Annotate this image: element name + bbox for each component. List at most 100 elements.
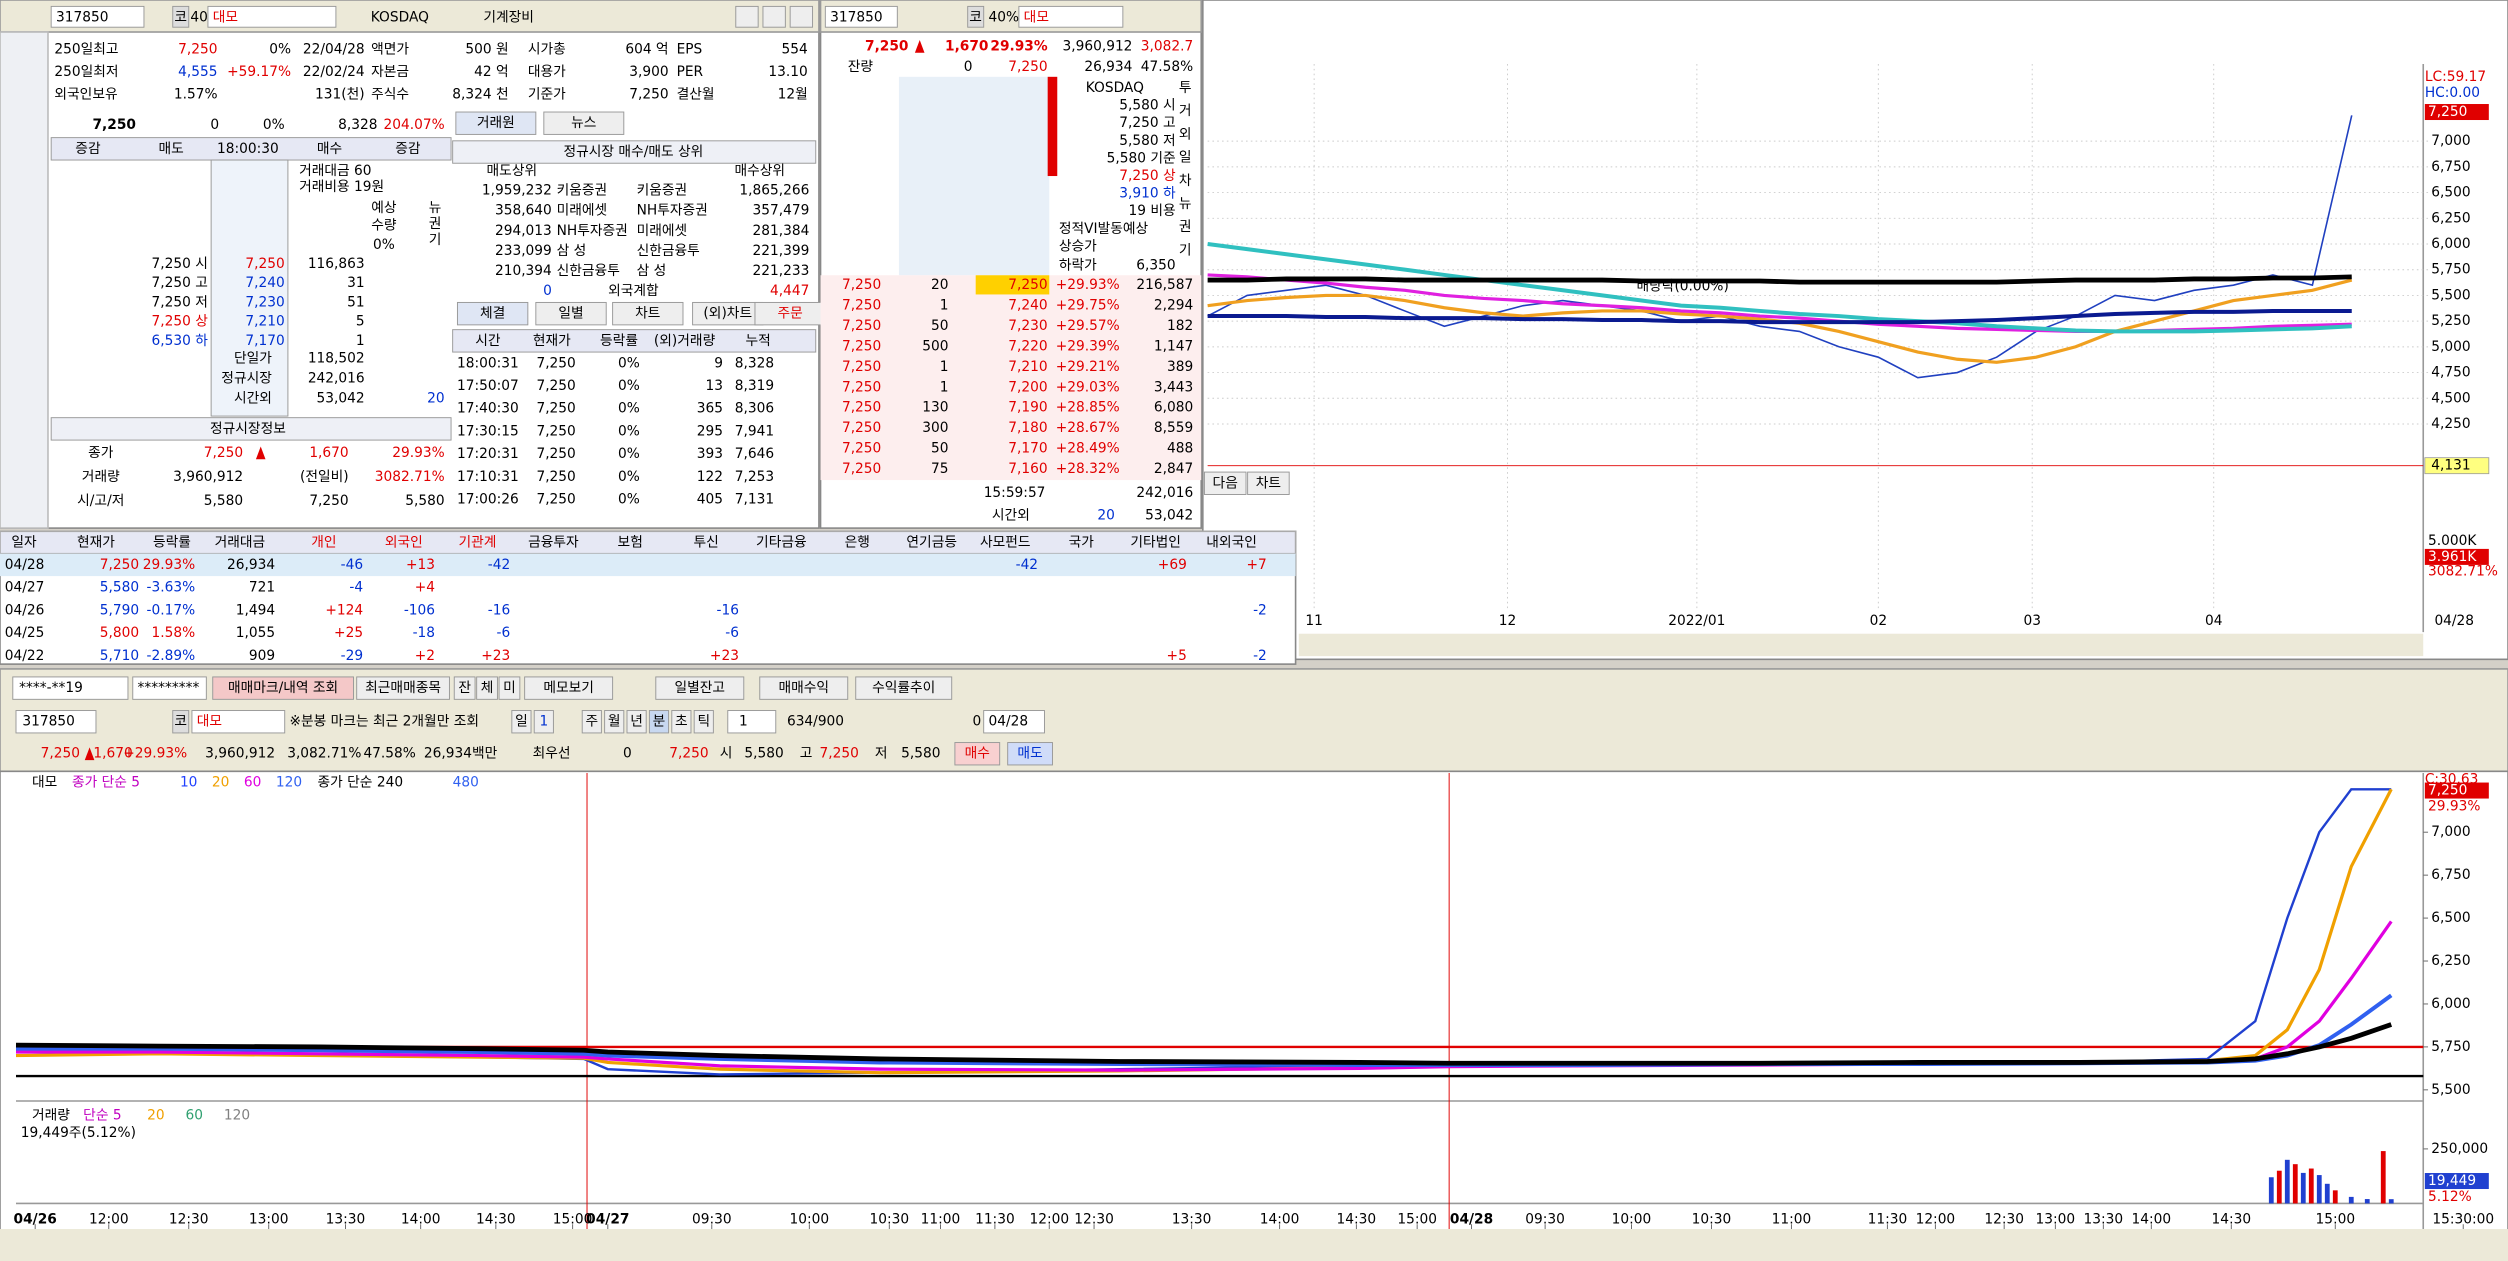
text: 7,646 (735, 446, 774, 462)
text: 04/22 (5, 648, 45, 664)
text: 기 (1179, 242, 1192, 258)
text: 7,230 (1008, 318, 1047, 334)
toolbar-button[interactable] (212, 676, 354, 700)
text: 488 (1167, 441, 1193, 457)
x-tick-label: 09:30 (692, 1211, 732, 1227)
text: 7,250 고 (152, 275, 208, 291)
market-flag (172, 710, 190, 734)
settings-button[interactable] (789, 5, 814, 28)
text: 7,250 (1008, 59, 1047, 75)
period-button[interactable] (533, 710, 554, 734)
date-input[interactable] (983, 710, 1045, 734)
period-button[interactable] (604, 710, 625, 734)
text: 시/고/저 (77, 493, 124, 509)
y-tick-label: 5,750 (2431, 262, 2470, 278)
tab[interactable] (455, 111, 537, 135)
button[interactable] (1203, 471, 1247, 495)
account-select[interactable] (12, 676, 129, 700)
text: 31 (347, 275, 364, 291)
button[interactable] (1247, 471, 1290, 495)
order-button[interactable] (954, 742, 1001, 766)
legend-entry: 20 (212, 775, 229, 791)
text: +69 (1158, 557, 1187, 573)
text: 7,250 (842, 338, 881, 354)
text: 정규시장정보 (210, 421, 286, 437)
text: 22/04/28 (303, 42, 365, 58)
text: 393 (697, 446, 723, 462)
text: -42 (488, 557, 510, 573)
y-tick-label: 6,000 (2431, 236, 2470, 252)
text: 사모펀드 (980, 534, 1031, 550)
tab[interactable] (543, 111, 625, 135)
toolbar-button[interactable] (356, 676, 450, 700)
text: 250일최고 (54, 42, 118, 58)
toolbar-button[interactable] (453, 676, 476, 700)
text: 75 (931, 461, 948, 477)
text: 3,960,912 (173, 469, 243, 485)
period-button[interactable] (626, 710, 647, 734)
tab[interactable] (456, 301, 529, 326)
code-input[interactable] (50, 5, 145, 28)
y-tick-label: 5,000 (2431, 339, 2470, 355)
text: 단일가 (234, 350, 272, 366)
text: 131(천) (315, 86, 365, 102)
help-button[interactable] (735, 5, 759, 28)
text: 5,580 기준 (1107, 150, 1176, 166)
text: KOSDAQ (371, 10, 429, 26)
text: +29.21% (1056, 359, 1120, 375)
password-input[interactable] (132, 676, 207, 700)
period-button[interactable] (671, 710, 692, 734)
up-arrow (84, 747, 95, 761)
toolbar-button[interactable] (476, 676, 498, 700)
text: 250일최저 (54, 64, 118, 80)
text: 5,580 저 (1119, 133, 1175, 149)
y-tick-label: 7,000 (2431, 133, 2470, 149)
tab[interactable] (535, 301, 607, 326)
text: 일 (515, 714, 528, 730)
text: 개인 (311, 534, 336, 550)
text: 기준가 (528, 86, 566, 102)
text: 기타금융 (756, 534, 807, 550)
period-button[interactable] (511, 710, 532, 734)
code-input[interactable] (15, 710, 97, 734)
text: +29.03% (1056, 379, 1120, 395)
toolbar-button[interactable] (498, 676, 521, 700)
toolbar-button[interactable] (855, 676, 953, 700)
text: -18 (413, 625, 435, 641)
text: 누적 (746, 333, 771, 349)
text: 7,250 (842, 441, 881, 457)
text: +23 (481, 648, 510, 664)
volume-bar (2292, 1164, 2298, 1204)
text: 1,865,266 (739, 182, 809, 198)
text: 저 (875, 746, 888, 762)
text: 7,250 (536, 378, 575, 394)
text: 4,131 (2431, 458, 2470, 474)
text: 233,099 (495, 243, 552, 259)
unit-select[interactable] (727, 710, 777, 734)
text: 13 (705, 378, 722, 394)
x-tick-label: 10:30 (1692, 1211, 1732, 1227)
x-tick-label: 14:00 (1260, 1211, 1300, 1227)
text: 증감 (395, 141, 421, 157)
text: 연기금등 (906, 534, 957, 550)
text: 909 (249, 648, 275, 664)
order-button[interactable] (1007, 742, 1053, 766)
period-button[interactable] (648, 710, 670, 734)
code-input[interactable] (824, 5, 898, 28)
text: 0% (618, 423, 640, 439)
refresh-button[interactable] (762, 5, 786, 28)
text: 7,250 (536, 401, 575, 417)
text: 18:00:31 (457, 355, 519, 371)
period-button[interactable] (693, 710, 714, 734)
toolbar-button[interactable] (655, 676, 745, 700)
text: 9 (714, 355, 723, 371)
text: NH투자증권 (557, 223, 628, 239)
text: 47.58% (363, 746, 415, 762)
period-button[interactable] (581, 710, 602, 734)
toolbar-button[interactable] (524, 676, 614, 700)
scrollbar[interactable] (0, 1229, 2508, 1261)
tab[interactable] (612, 301, 684, 326)
text: 시 (720, 746, 733, 762)
toolbar-button[interactable] (759, 676, 849, 700)
chart-scrollbar[interactable] (1298, 633, 2424, 657)
